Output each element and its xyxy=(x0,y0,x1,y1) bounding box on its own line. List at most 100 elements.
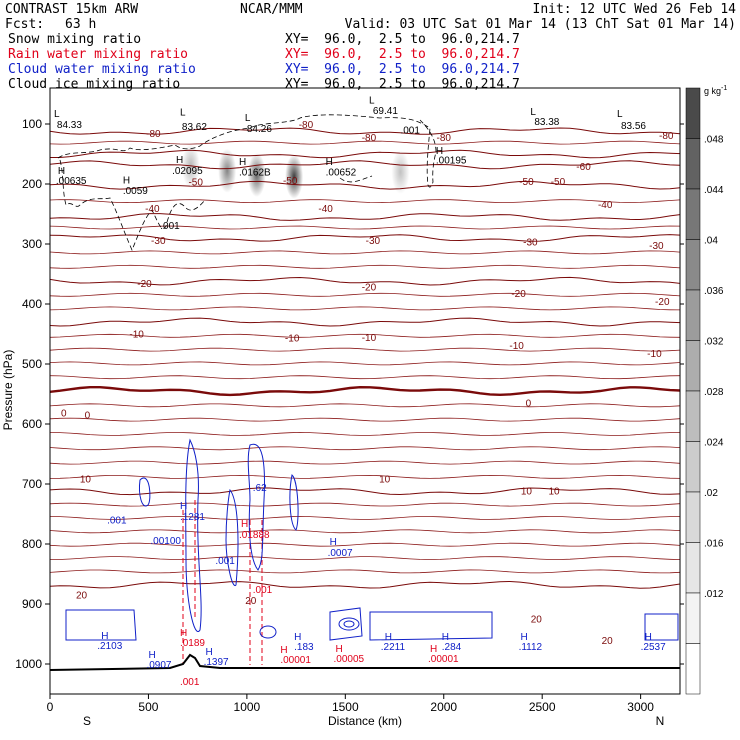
rain-label: H xyxy=(280,645,287,656)
temperature-label: 10 xyxy=(548,487,560,498)
cloud-water-label: .2211 xyxy=(381,642,406,653)
temperature-line xyxy=(50,127,680,135)
y-tick-label: 300 xyxy=(22,237,42,251)
temperature-line xyxy=(50,276,680,286)
cloud-water-label: H xyxy=(101,631,108,642)
temperature-label: 20 xyxy=(245,596,257,607)
temperature-label: 20 xyxy=(602,636,614,647)
temperature-label: 10 xyxy=(379,475,391,486)
cloud-water-label: H xyxy=(442,632,449,643)
x-tick-label: 1500 xyxy=(332,700,359,714)
snow-label: H xyxy=(123,175,130,186)
snow-label: L xyxy=(245,113,251,124)
temperature-line-minor xyxy=(50,460,680,465)
y-axis-label: Pressure (hPa) xyxy=(1,350,15,431)
temperature-label: -20 xyxy=(511,289,526,300)
colorbar: g kg-1 .048 .044 .04 .036 .032 .028 .024 .02 .01… xyxy=(685,85,727,695)
colorbar-swatch xyxy=(685,289,701,341)
forecast-label: Fcst: xyxy=(5,17,44,32)
temperature-label: -50 xyxy=(188,178,203,189)
snow-label: 69.41 xyxy=(373,106,398,117)
y-tick-label: 600 xyxy=(22,417,42,431)
y-tick-label: 500 xyxy=(22,357,42,371)
y-tick-label: 100 xyxy=(22,117,42,131)
temperature-line xyxy=(50,160,680,170)
temperature-label: -40 xyxy=(318,204,333,215)
snow-label: .02095 xyxy=(172,166,203,177)
field-name-snow: Snow mixing ratio xyxy=(8,32,141,47)
rain-contours xyxy=(182,500,263,665)
temperature-line-minor xyxy=(50,542,680,547)
temperature-label: -80 xyxy=(362,133,377,144)
temperature-line-minor xyxy=(50,375,680,380)
rain-label: .00001 xyxy=(280,655,311,666)
snow-label: L xyxy=(180,108,186,119)
temperature-contours xyxy=(50,127,680,589)
cloud-water-label: H xyxy=(180,501,187,512)
rain-label: H xyxy=(430,644,437,655)
cloud-water-label: .183 xyxy=(294,642,314,653)
rain-label: .01888 xyxy=(239,530,270,541)
init-time: Init: 12 UTC Wed 26 Feb 14 xyxy=(533,2,737,17)
snow-label: .0059 xyxy=(123,186,148,197)
rain-label: .00001 xyxy=(428,654,459,665)
x-tick-label: 2500 xyxy=(529,700,556,714)
temperature-line-minor xyxy=(50,403,680,408)
snow-label: .00635 xyxy=(56,176,87,187)
temperature-label: -80 xyxy=(299,120,314,131)
cloud-water-label: .001 xyxy=(107,516,127,527)
snow-label: 84.26 xyxy=(247,124,272,135)
forecast-hour: 63 h xyxy=(65,17,96,32)
colorbar-label: .036 xyxy=(704,286,724,297)
temperature-line-minor xyxy=(50,417,680,422)
temperature-line-minor xyxy=(50,199,680,204)
y-tick-label: 700 xyxy=(22,477,42,491)
temperature-label: 20 xyxy=(76,590,88,601)
field-name-cloud-ice: Cloud ice mixing ratio xyxy=(8,77,180,92)
temperature-label: 0 xyxy=(85,410,91,421)
temperature-label: -50 xyxy=(283,176,298,187)
snow-shading xyxy=(181,144,410,199)
field-xy-snow: XY= 96.0, 2.5 to 96.0,214.7 xyxy=(285,32,520,47)
snow-label: H xyxy=(436,146,443,157)
temperature-label: 0 xyxy=(526,398,532,409)
cloud-water-label: .2537 xyxy=(641,642,666,653)
snow-blob xyxy=(218,148,237,193)
temperature-label: -80 xyxy=(437,133,452,144)
terrain-line xyxy=(50,653,680,671)
temperature-line-minor xyxy=(50,140,680,145)
temperature-line-minor xyxy=(50,361,680,366)
plot-frame xyxy=(49,87,681,695)
temperature-label: -80 xyxy=(659,131,674,142)
colorbar-swatch xyxy=(685,188,701,240)
x-tick-label: 1000 xyxy=(234,700,261,714)
cloud-water-label: .0907 xyxy=(146,660,171,671)
temperature-label: -40 xyxy=(598,200,613,211)
plot-area: -80 -80 -80 -80 -80 -60 -50 -50 -50 -50 -40 -40 -40 -… xyxy=(1,87,684,728)
field-name-cloud-water: Cloud water mixing ratio xyxy=(8,62,196,77)
cloud-water-label: H xyxy=(294,632,301,643)
colorbar-swatch xyxy=(685,643,701,695)
cloud-water-label: .1397 xyxy=(204,657,229,668)
snow-label: L xyxy=(369,96,375,107)
temperature-label: -30 xyxy=(151,236,166,247)
cloud-water-label: .001 xyxy=(215,556,235,567)
temperature-line xyxy=(50,234,680,242)
temperature-label: -80 xyxy=(146,129,161,140)
snow-label: .001 xyxy=(400,126,420,137)
temperature-label: -20 xyxy=(655,297,670,308)
cloud-water-label: H xyxy=(521,632,528,643)
rain-label: .00005 xyxy=(334,654,365,665)
temperature-line-minor xyxy=(50,474,680,479)
temperature-label: -50 xyxy=(519,177,534,188)
colorbar-swatch xyxy=(685,592,701,644)
rain-label: .001 xyxy=(180,677,200,688)
cloud-ice-contour xyxy=(57,114,437,252)
temperature-line-minor xyxy=(50,515,680,520)
temperature-label: -20 xyxy=(362,283,377,294)
temperature-label: -10 xyxy=(647,349,662,360)
temperature-line-minor xyxy=(50,529,680,534)
colorbar-label: .032 xyxy=(704,337,724,348)
rain-label: H xyxy=(180,628,187,639)
